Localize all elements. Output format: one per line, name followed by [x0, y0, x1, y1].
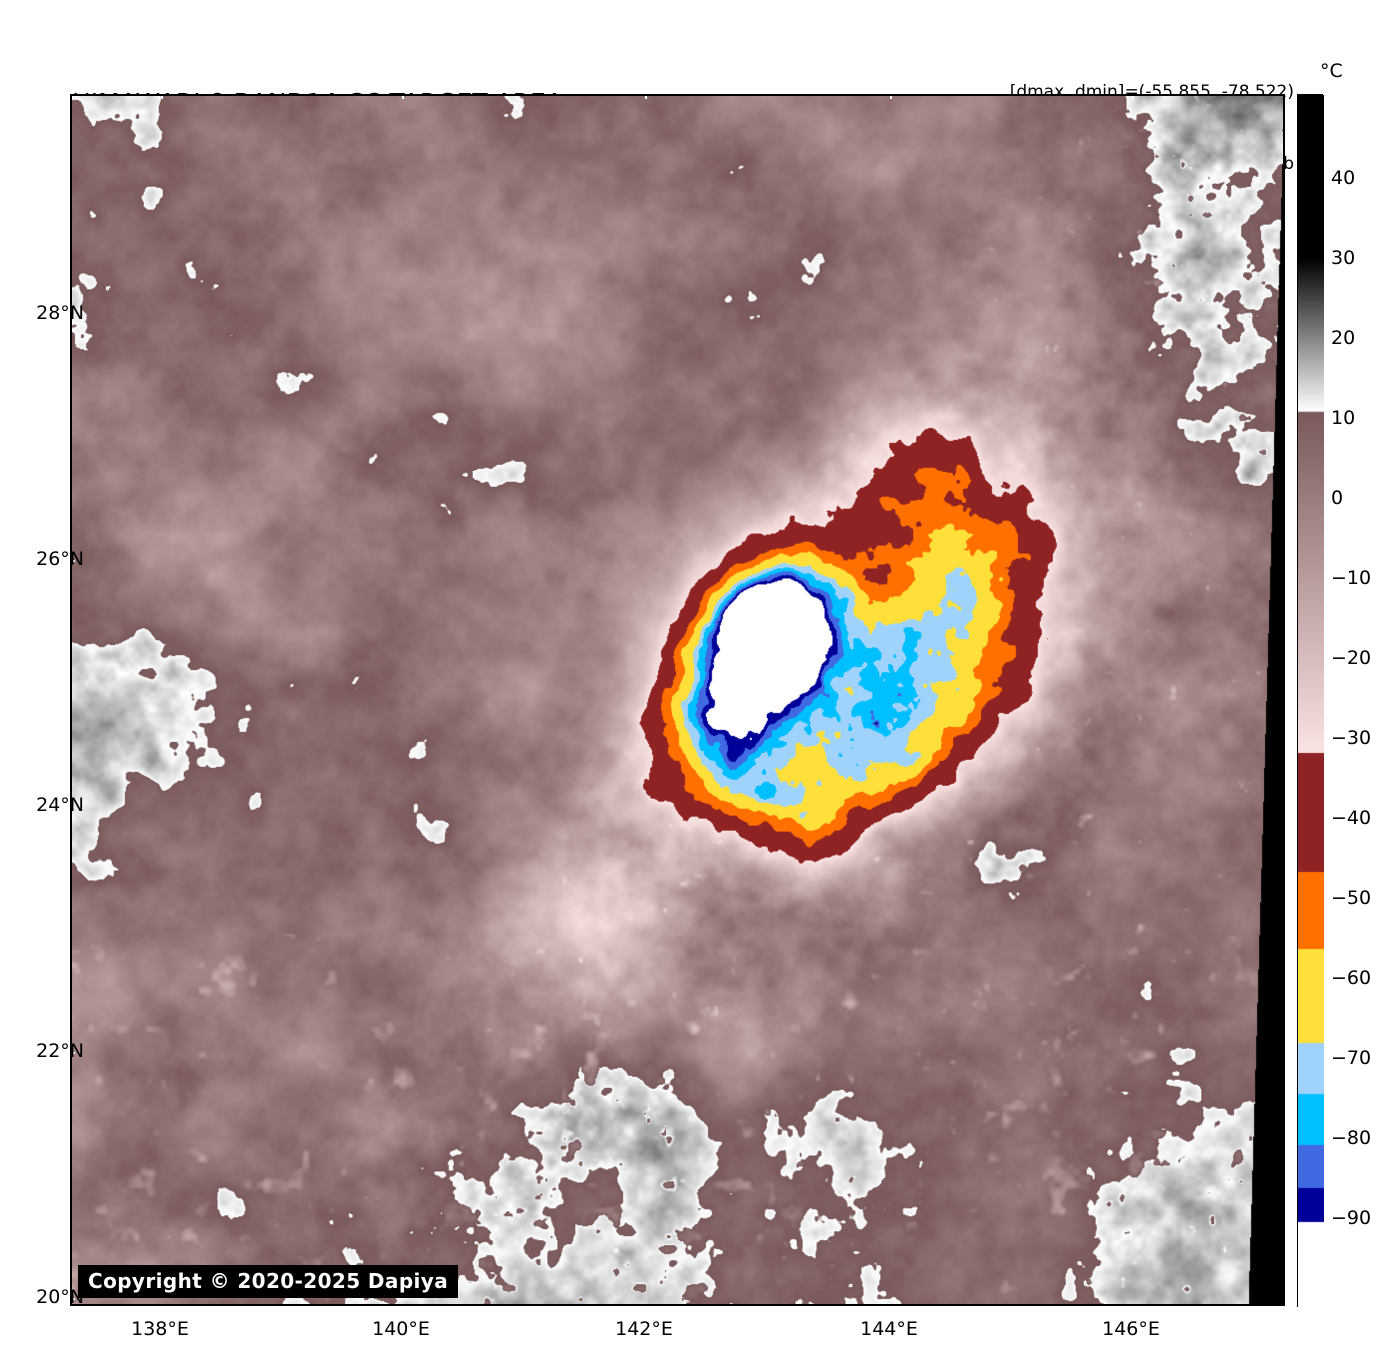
- colorbar-tick-m40: −40: [1331, 807, 1372, 829]
- x-axis-tick-142e: 142°E: [615, 1318, 673, 1340]
- colorbar-tick-m60: −60: [1331, 967, 1372, 989]
- colorbar-tick-40: 40: [1331, 167, 1356, 189]
- y-axis-tick-20n: 20°N: [36, 1286, 84, 1308]
- y-axis-tick-26n: 26°N: [36, 548, 84, 570]
- colorbar-unit-label: °C: [1320, 60, 1343, 82]
- x-axis-tick-144e: 144°E: [860, 1318, 918, 1340]
- colorbar-tick-20: 20: [1331, 327, 1356, 349]
- colorbar-tick-m10: −10: [1331, 567, 1372, 589]
- x-axis-tick-146e: 146°E: [1102, 1318, 1160, 1340]
- copyright-watermark: Copyright © 2020-2025 Dapiya: [78, 1265, 459, 1298]
- y-axis-tick-24n: 24°N: [36, 794, 84, 816]
- x-axis-tick-138e: 138°E: [131, 1318, 189, 1340]
- colorbar-tick-m80: −80: [1331, 1127, 1372, 1149]
- colorbar-tick-m30: −30: [1331, 727, 1372, 749]
- colorbar-tick-m90: −90: [1331, 1207, 1372, 1229]
- colorbar-tick-10: 10: [1331, 407, 1356, 429]
- brightness-temperature-heatmap: [72, 96, 1283, 1304]
- colorbar-tick-m50: −50: [1331, 887, 1372, 909]
- colorbar-tick-m20: −20: [1331, 647, 1372, 669]
- colorbar: [1297, 94, 1324, 1308]
- colorbar-gradient: [1298, 95, 1324, 1308]
- colorbar-tick-30: 30: [1331, 247, 1356, 269]
- y-axis-tick-28n: 28°N: [36, 302, 84, 324]
- x-axis-tick-140e: 140°E: [372, 1318, 430, 1340]
- satellite-image-panel: Copyright © 2020-2025 Dapiya: [70, 94, 1285, 1306]
- y-axis-tick-22n: 22°N: [36, 1040, 84, 1062]
- colorbar-tick-0: 0: [1331, 487, 1344, 509]
- colorbar-tick-m70: −70: [1331, 1047, 1372, 1069]
